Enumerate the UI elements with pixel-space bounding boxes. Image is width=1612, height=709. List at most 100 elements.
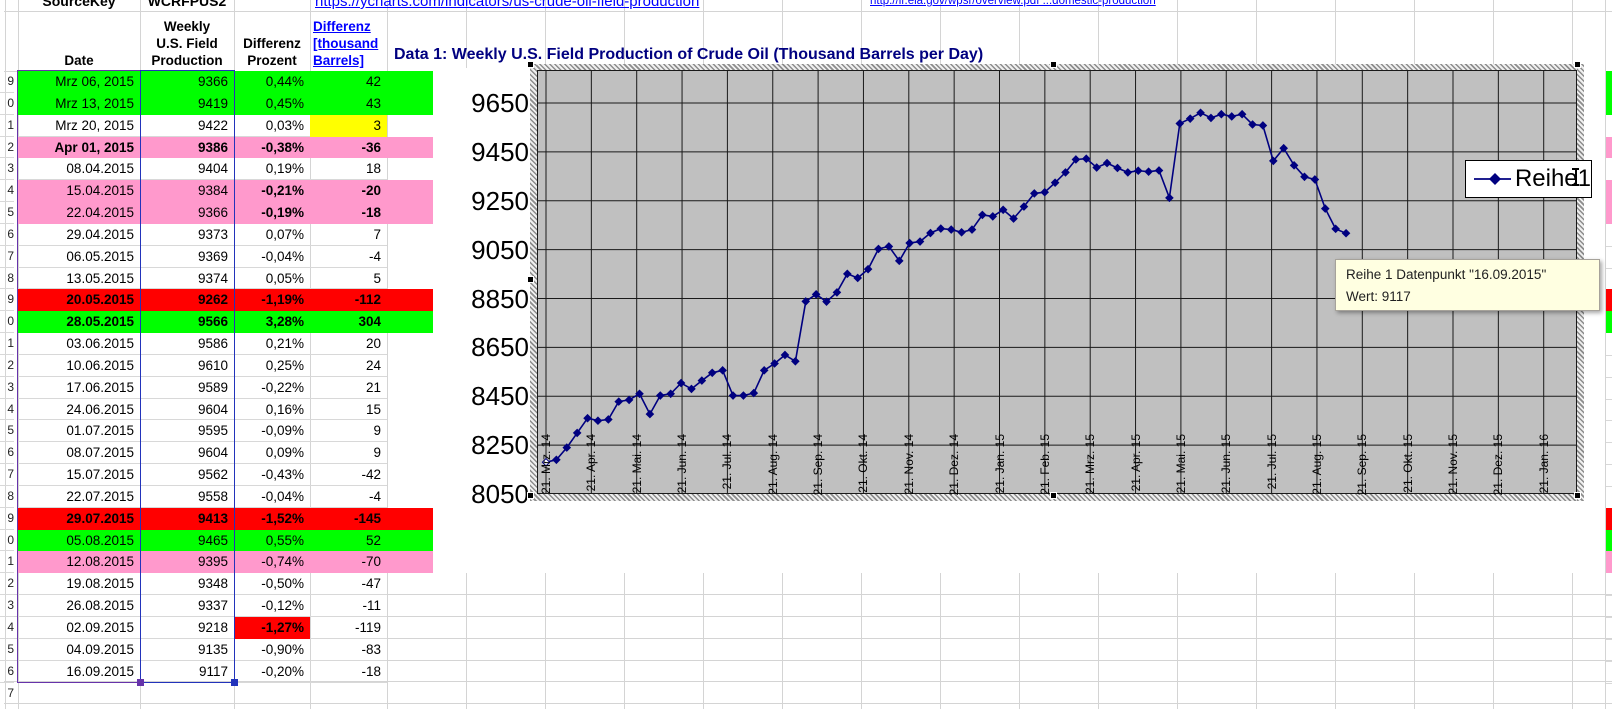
cell-differenz-prozent[interactable]: -0,09% <box>234 420 310 443</box>
row-number[interactable]: 5 <box>0 202 14 224</box>
cell-differenz-barrels[interactable]: -83 <box>310 639 387 661</box>
cell-date[interactable]: 05.08.2015 <box>66 532 134 548</box>
cell-date[interactable]: 17.06.2015 <box>18 377 140 399</box>
row-number[interactable]: 0 <box>0 311 14 334</box>
cell-differenz-prozent[interactable]: 0,19% <box>234 158 310 181</box>
cell-differenz-barrels[interactable]: 42 <box>365 74 381 89</box>
row-number[interactable]: 8 <box>0 704 14 709</box>
cell-date[interactable]: Mrz 13, 2015 <box>55 95 134 111</box>
cell-differenz-barrels[interactable]: -20 <box>361 183 381 199</box>
row-number[interactable]: 8 <box>0 268 14 290</box>
row-number[interactable]: 7 <box>7 685 14 700</box>
cell-differenz-prozent[interactable]: 0,16% <box>234 399 310 421</box>
plot-selection-handle[interactable] <box>1574 61 1581 68</box>
cell-production[interactable]: 9386 <box>197 139 228 155</box>
plot-selection-handle[interactable] <box>527 492 534 499</box>
cell-date[interactable]: 08.04.2015 <box>18 158 140 181</box>
cell-differenz-barrels[interactable]: -145 <box>353 510 381 526</box>
row-number[interactable]: 3 <box>0 158 14 181</box>
cell-date[interactable]: Apr 01, 2015 <box>54 139 134 155</box>
ycharts-link[interactable]: https://ycharts.com/indicators/us-crude-… <box>315 0 700 10</box>
selection-handle-values[interactable] <box>231 678 238 686</box>
cell-date[interactable]: 22.07.2015 <box>18 486 140 508</box>
cell-production[interactable]: 9366 <box>197 74 228 89</box>
cell-date[interactable]: 28.05.2015 <box>66 314 134 330</box>
selection-handle-dates[interactable] <box>137 678 144 686</box>
plot-selection-handle[interactable] <box>1050 61 1057 68</box>
cell-date[interactable]: Mrz 20, 2015 <box>18 115 140 137</box>
row-number[interactable]: 6 <box>0 442 14 465</box>
cell-differenz-barrels[interactable]: 9 <box>310 442 387 465</box>
cell-differenz-barrels[interactable]: 18 <box>310 158 387 181</box>
cell-differenz-prozent[interactable]: -0,04% <box>234 246 310 268</box>
chart-legend[interactable]: Reihe1 <box>1465 160 1592 198</box>
cell-date[interactable]: 12.08.2015 <box>66 554 134 570</box>
cell-differenz-barrels[interactable]: -4 <box>310 486 387 508</box>
cell-date[interactable]: 15.04.2015 <box>66 183 134 199</box>
cell-production[interactable]: 9218 <box>140 617 234 639</box>
cell-differenz-barrels[interactable]: -119 <box>310 617 387 639</box>
cell-differenz-prozent[interactable]: 0,44% <box>265 74 304 89</box>
cell-differenz-barrels[interactable]: -18 <box>310 661 387 683</box>
column-header-differenz-prozent[interactable]: Differenz Prozent <box>243 36 301 68</box>
cell-differenz-prozent[interactable]: -0,19% <box>261 205 304 221</box>
cell-differenz-prozent[interactable]: 3,28% <box>265 314 304 330</box>
cell-differenz-barrels[interactable]: -4 <box>310 246 387 268</box>
cell-production[interactable]: 9465 <box>197 532 228 548</box>
plot-selection-handle[interactable] <box>527 276 534 283</box>
row-number[interactable]: 4 <box>0 180 14 203</box>
cell-differenz-barrels[interactable]: 21 <box>310 377 387 399</box>
plot-selection-handle[interactable] <box>1574 492 1581 499</box>
cell-differenz-barrels[interactable]: 5 <box>310 268 387 290</box>
row-number[interactable]: 0 <box>0 93 14 115</box>
cell-date[interactable]: 24.06.2015 <box>18 399 140 421</box>
cell-production[interactable]: 9413 <box>197 510 228 526</box>
cell-differenz-prozent[interactable]: 0,05% <box>234 268 310 290</box>
row-number[interactable]: 1 <box>0 115 14 137</box>
cell-production[interactable]: 9366 <box>197 205 228 221</box>
cell-date[interactable]: 13.05.2015 <box>18 268 140 290</box>
row-number[interactable]: 1 <box>0 333 14 355</box>
cell-differenz-barrels[interactable]: 9 <box>310 420 387 443</box>
cell-production[interactable]: 9562 <box>140 464 234 486</box>
cell-differenz-barrels[interactable]: -47 <box>310 573 387 596</box>
cell-differenz-barrels[interactable]: 20 <box>310 333 387 355</box>
cell-differenz-prozent[interactable]: -0,22% <box>234 377 310 399</box>
row-number[interactable]: 2 <box>0 137 14 159</box>
row-number[interactable]: 0 <box>0 530 14 552</box>
cell-date[interactable]: 08.07.2015 <box>18 442 140 465</box>
cell-differenz-barrels[interactable]: 304 <box>358 314 381 330</box>
cell-differenz-barrels[interactable]: -112 <box>354 292 381 308</box>
cell-differenz-prozent[interactable]: -0,20% <box>234 661 310 683</box>
cell-differenz-prozent[interactable]: -1,52% <box>261 510 304 526</box>
column-header-differenz-barrels[interactable]: Differenz [thousand Barrels] <box>313 19 379 68</box>
cell-production[interactable]: 9589 <box>140 377 234 399</box>
cell-production[interactable]: 9262 <box>197 292 228 308</box>
cell-date[interactable]: 22.04.2015 <box>66 205 134 221</box>
cell-differenz-barrels[interactable]: -18 <box>361 205 381 221</box>
cell-production[interactable]: 9610 <box>140 355 234 377</box>
cell-production[interactable]: 9558 <box>140 486 234 508</box>
cell-differenz-prozent[interactable]: 0,21% <box>234 333 310 355</box>
row-number[interactable]: 4 <box>0 399 14 421</box>
cell-date[interactable]: 15.07.2015 <box>18 464 140 486</box>
cell-differenz-prozent[interactable]: -0,21% <box>261 183 304 199</box>
cell-differenz-barrels[interactable]: -36 <box>361 139 381 155</box>
cell-date[interactable]: 19.08.2015 <box>18 573 140 596</box>
cell-differenz-prozent[interactable]: 0,45% <box>265 95 304 111</box>
column-header-date[interactable]: Date <box>64 53 94 68</box>
chart-object[interactable]: 9650 9450 9250 9050 8850 8650 8450 8250 8050 21.… <box>433 61 1605 573</box>
cell-date[interactable]: 26.08.2015 <box>18 595 140 617</box>
eia-link[interactable]: http://ir.eia.gov/wpsr/overview.pdf ...d… <box>870 0 1156 7</box>
cell-differenz-barrels[interactable]: -11 <box>310 595 387 617</box>
cell-date[interactable]: 06.05.2015 <box>18 246 140 268</box>
cell-differenz-prozent[interactable]: 0,07% <box>234 224 310 246</box>
cell-differenz-prozent[interactable]: -0,90% <box>234 639 310 661</box>
cell-date[interactable]: 29.04.2015 <box>18 224 140 246</box>
cell-production[interactable]: 9348 <box>140 573 234 596</box>
column-header-production[interactable]: Weekly U.S. Field Production <box>151 19 223 68</box>
cell-differenz-barrels[interactable]: 3 <box>310 114 387 137</box>
row-number[interactable]: 2 <box>0 573 14 596</box>
cell-date[interactable]: 01.07.2015 <box>18 420 140 443</box>
cell-differenz-barrels[interactable]: 52 <box>365 532 381 548</box>
